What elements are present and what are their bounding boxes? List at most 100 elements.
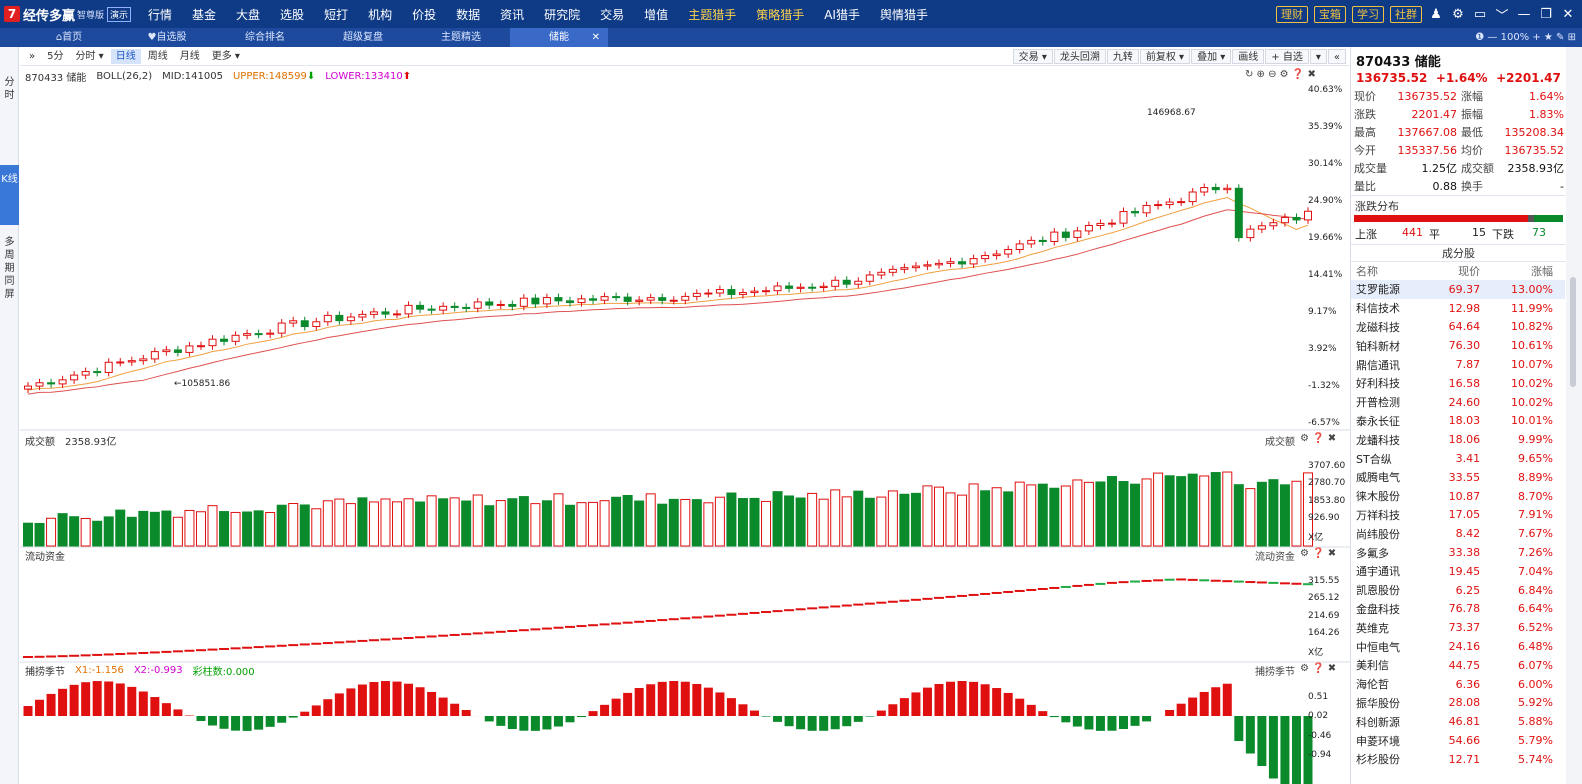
period-button-0[interactable]: » [29, 50, 36, 62]
period-button-1[interactable]: 5分 [47, 50, 64, 62]
nav-item-5[interactable]: 机构 [368, 7, 393, 22]
chart-tool-button-5[interactable]: 画线 [1232, 49, 1265, 64]
side-tab-timeshare[interactable]: 分时 [4, 77, 15, 101]
flow-segment [253, 646, 264, 649]
nav-item-6[interactable]: 价投 [412, 7, 437, 22]
table-row[interactable]: 多氟多 33.38 7.26% [1351, 543, 1565, 562]
chart-tool-button-7[interactable]: ▾ [1309, 49, 1327, 64]
table-row[interactable]: 龙磁科技 64.64 10.82% [1351, 318, 1565, 337]
osc-right-label[interactable]: 捕捞季节 [1255, 667, 1295, 678]
table-row[interactable]: 英维克 73.37 6.52% [1351, 618, 1565, 637]
app-logo[interactable]: 7 经传多赢 智尊版 演示 [0, 5, 138, 24]
chart-tool-button-0[interactable]: 交易 ▾ [1012, 49, 1053, 64]
table-row[interactable]: 徕木股份 10.87 8.70% [1351, 487, 1565, 506]
user-icon[interactable]: ♟ [1430, 6, 1442, 22]
chart-tool-button-2[interactable]: 九转 [1106, 49, 1139, 64]
table-row[interactable]: 泰永长征 18.03 10.01% [1351, 412, 1565, 431]
nav-item-9[interactable]: 研究院 [544, 7, 581, 22]
chart-canvas[interactable]: 146968.67 ←105851.86 [20, 66, 1350, 784]
restore-icon[interactable]: ❐ [1540, 6, 1552, 22]
top-button-3[interactable]: 社群 [1390, 5, 1422, 23]
table-row[interactable]: 开普检测 24.60 10.02% [1351, 393, 1565, 412]
flow-right-label[interactable]: 流动资金 [1255, 552, 1295, 563]
table-row[interactable]: 申菱环境 54.66 5.79% [1351, 731, 1565, 750]
gear-icon[interactable]: ⚙ ❓ ✖ [1300, 548, 1337, 559]
nav-item-8[interactable]: 资讯 [500, 7, 525, 22]
tab-1[interactable]: ♥自选股 [118, 28, 216, 47]
nav-item-1[interactable]: 基金 [192, 7, 217, 22]
table-row[interactable]: 美利信 44.75 6.07% [1351, 656, 1565, 675]
nav-item-3[interactable]: 选股 [280, 7, 305, 22]
side-tab-kline[interactable]: K线 [0, 165, 19, 225]
top-button-0[interactable]: 理财 [1276, 5, 1308, 23]
column-header[interactable]: 涨幅 [1531, 265, 1553, 278]
table-row[interactable]: 好利科技 16.58 10.02% [1351, 374, 1565, 393]
table-row[interactable]: 艾罗能源 69.37 13.00% [1351, 280, 1565, 299]
nav-item-0[interactable]: 行情 [148, 7, 173, 22]
stock-price: 44.75 [1448, 658, 1481, 672]
table-row[interactable]: 铂科新材 76.30 10.61% [1351, 336, 1565, 355]
volume-bar [334, 498, 345, 547]
chart-tool-button-6[interactable]: + 自选 [1265, 49, 1309, 64]
gear-icon[interactable]: ⚙ [1452, 6, 1464, 22]
nav-item-14[interactable]: AI猎手 [824, 7, 860, 22]
table-row[interactable]: 杉杉股份 12.71 5.74% [1351, 750, 1565, 769]
side-tab-multi-period[interactable]: 多周期同屏 [4, 237, 15, 300]
table-row[interactable]: 海伦哲 6.36 6.00% [1351, 675, 1565, 694]
zoom-controls[interactable]: ❶ — 100% + ★ ✎ ⊞ [1475, 32, 1576, 43]
chevron-down-icon[interactable]: ﹀ [1495, 8, 1509, 24]
nav-item-12[interactable]: 主题猎手 [688, 7, 737, 22]
tab-0[interactable]: ⌂首页 [20, 28, 118, 47]
tab-5[interactable]: 储能 ✕ [510, 28, 608, 47]
scrollbar[interactable] [1566, 47, 1582, 784]
period-button-2[interactable]: 分时 ▾ [75, 50, 104, 62]
nav-item-4[interactable]: 短打 [324, 7, 349, 22]
column-header[interactable]: 现价 [1458, 265, 1481, 278]
nav-item-2[interactable]: 大盘 [236, 7, 261, 22]
indicator-selector[interactable]: BOLL(26,2) [96, 71, 153, 82]
table-row[interactable]: ST合纵 3.41 9.65% [1351, 449, 1565, 468]
main-panel-icons[interactable]: ↻ ⊕ ⊖ ⚙ ❓ ✖ [1245, 69, 1316, 80]
table-row[interactable]: 凯恩股份 6.25 6.84% [1351, 581, 1565, 600]
table-row[interactable]: 科创新源 46.81 5.88% [1351, 712, 1565, 731]
table-row[interactable]: 金盘科技 76.78 6.64% [1351, 600, 1565, 619]
dist-up-label: 上涨 [1355, 228, 1377, 241]
minimize-icon[interactable]: — [1517, 6, 1531, 22]
table-row[interactable]: 尚纬股份 8.42 7.67% [1351, 524, 1565, 543]
chart-tool-button-3[interactable]: 前复权 ▾ [1139, 49, 1191, 64]
top-button-2[interactable]: 学习 [1352, 5, 1384, 23]
scrollbar-thumb[interactable] [1570, 277, 1576, 387]
period-button-6[interactable]: 更多 ▾ [211, 50, 240, 62]
table-row[interactable]: 振华股份 28.08 5.92% [1351, 694, 1565, 713]
table-row[interactable]: 中恒电气 24.16 6.48% [1351, 637, 1565, 656]
period-button-3[interactable]: 日线 [110, 48, 141, 64]
table-row[interactable]: 威腾电气 33.55 8.89% [1351, 468, 1565, 487]
tab-2[interactable]: 综合排名 [216, 28, 314, 47]
gear-icon[interactable]: ⚙ ❓ ✖ [1300, 663, 1337, 674]
window-icon[interactable]: ▭ [1473, 6, 1487, 22]
nav-item-11[interactable]: 增值 [644, 7, 669, 22]
chart-tool-button-1[interactable]: 龙头回溯 [1053, 49, 1106, 64]
top-button-1[interactable]: 宝箱 [1314, 5, 1346, 23]
flow-segment [426, 635, 437, 638]
column-header[interactable]: 名称 [1356, 265, 1378, 278]
period-button-5[interactable]: 月线 [179, 50, 200, 62]
nav-item-10[interactable]: 交易 [600, 7, 625, 22]
period-button-4[interactable]: 周线 [147, 50, 168, 62]
table-row[interactable]: 通宇通讯 19.45 7.04% [1351, 562, 1565, 581]
volume-right-label[interactable]: 成交额 [1265, 437, 1295, 448]
table-row[interactable]: 万祥科技 17.05 7.91% [1351, 506, 1565, 525]
gear-icon[interactable]: ⚙ ❓ ✖ [1300, 433, 1337, 444]
close-tab-icon[interactable]: ✕ [591, 32, 600, 43]
chart-tool-button-4[interactable]: 叠加 ▾ [1191, 49, 1232, 64]
nav-item-7[interactable]: 数据 [456, 7, 481, 22]
table-row[interactable]: 鼎信通讯 7.87 10.07% [1351, 355, 1565, 374]
table-row[interactable]: 龙蟠科技 18.06 9.99% [1351, 430, 1565, 449]
nav-item-13[interactable]: 策略猎手 [756, 7, 805, 22]
close-icon[interactable]: ✕ [1562, 6, 1574, 22]
tab-4[interactable]: 主题精选 [412, 28, 510, 47]
chart-tool-button-8[interactable]: « [1327, 49, 1346, 64]
tab-3[interactable]: 超级复盘 [314, 28, 412, 47]
nav-item-15[interactable]: 舆情猎手 [879, 7, 928, 22]
table-row[interactable]: 科信技术 12.98 11.99% [1351, 299, 1565, 318]
